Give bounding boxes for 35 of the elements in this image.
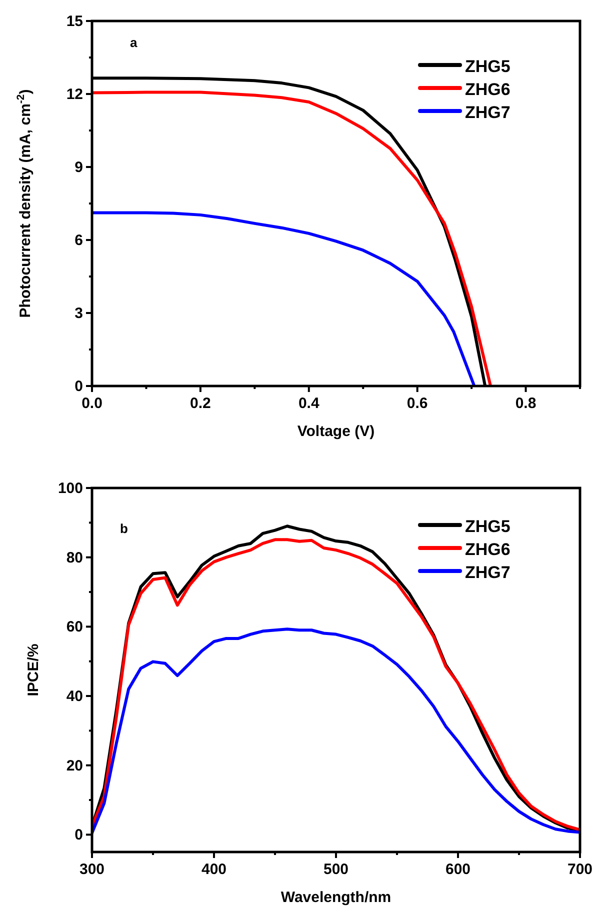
legend-label: ZHG5: [465, 517, 510, 536]
y-axis-title: IPCE/%: [25, 644, 42, 696]
y-tick-label: 0: [74, 826, 83, 844]
annotation: b: [120, 521, 128, 536]
x-tick-label: 0.8: [515, 395, 536, 412]
x-axis-title: Wavelength/nm: [280, 889, 392, 906]
x-tick-label: 0.6: [406, 395, 428, 412]
line-series: [92, 211, 476, 386]
x-tick-label: 0.0: [82, 395, 102, 412]
x-tick-label: 600: [445, 861, 471, 878]
x-tick-label: 500: [323, 861, 349, 878]
y-tick-label: 15: [66, 13, 83, 30]
y-tick-label: 60: [66, 618, 83, 636]
x-tick-label: 300: [79, 861, 105, 878]
legend-label: ZHG7: [465, 563, 510, 582]
y-tick-label: 0: [74, 378, 83, 395]
x-tick-label: 700: [567, 861, 593, 878]
x-tick-label: 400: [201, 861, 227, 878]
y-tick-label: 80: [66, 549, 83, 566]
y-tick-label: 6: [74, 232, 83, 249]
y-tick-label: 20: [66, 757, 83, 774]
legend-label: ZHG7: [465, 103, 510, 122]
y-tick-label: 9: [74, 159, 83, 176]
line-series: [92, 628, 580, 834]
legend-label: ZHG6: [465, 80, 510, 99]
legend-label: ZHG5: [465, 57, 510, 76]
x-axis-title: Voltage (V): [297, 423, 375, 440]
x-tick-label: 0.2: [190, 395, 211, 412]
annotation: a: [130, 35, 138, 50]
y-tick-label: 100: [58, 480, 83, 497]
legend-label: ZHG6: [465, 540, 510, 559]
y-tick-label: 12: [66, 86, 83, 103]
y-tick-label: 40: [66, 688, 83, 705]
y-tick-label: 3: [74, 305, 83, 322]
x-tick-label: 0.4: [298, 395, 320, 412]
